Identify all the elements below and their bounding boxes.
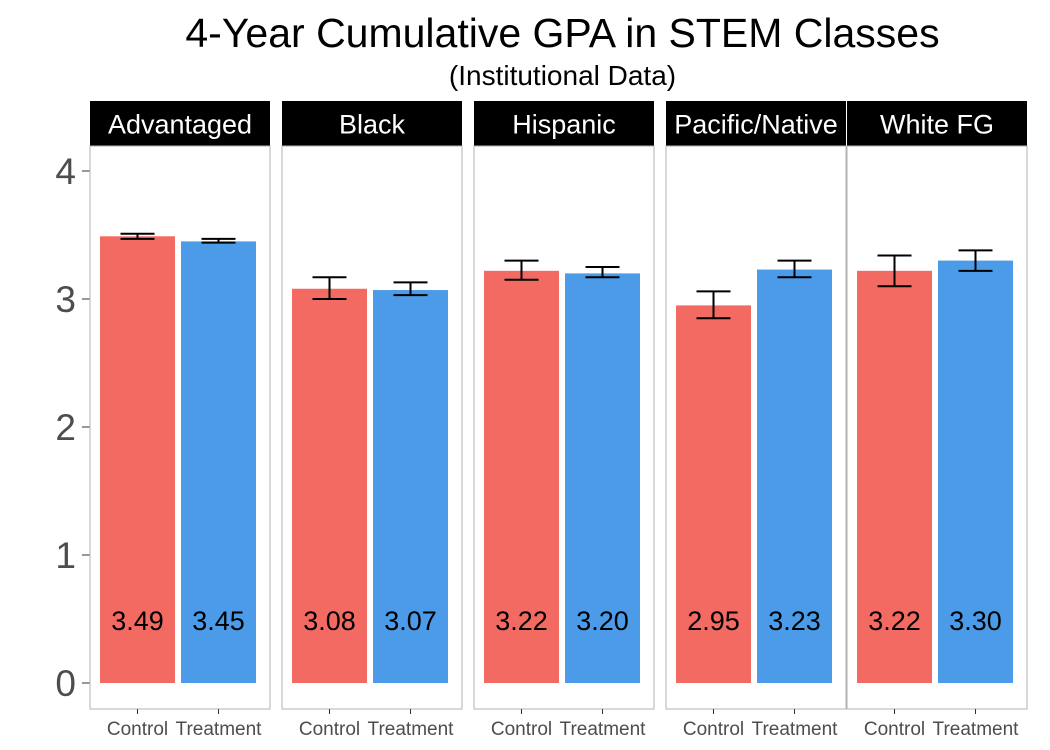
facet-label-black: Black	[339, 110, 406, 140]
chart-title: 4-Year Cumulative GPA in STEM Classes	[185, 10, 940, 56]
facet-strip-black	[282, 101, 462, 146]
y-tick-label: 2	[55, 407, 76, 448]
category-label-advantaged-control: Control	[107, 719, 168, 740]
y-tick-label: 4	[55, 151, 76, 192]
facet-panel-advantaged	[89, 145, 271, 710]
value-label-black-control: 3.08	[303, 606, 356, 636]
value-label-advantaged-control: 3.49	[111, 606, 164, 636]
facet-label-hispanic: Hispanic	[512, 110, 616, 140]
facet-label-pacific-native: Pacific/Native	[674, 110, 838, 140]
bar-pacific-native-control	[676, 305, 751, 683]
category-label-black-treatment: Treatment	[368, 719, 455, 740]
facet-panel-hispanic	[473, 145, 655, 710]
bar-black-control	[292, 288, 367, 683]
bar-advantaged-treatment	[181, 241, 256, 683]
value-label-pacific-native-control: 2.95	[687, 606, 740, 636]
category-label-hispanic-control: Control	[491, 719, 552, 740]
category-label-advantaged-treatment: Treatment	[176, 719, 263, 740]
category-label-pacific-native-treatment: Treatment	[752, 719, 839, 740]
bar-advantaged-control	[100, 236, 175, 683]
value-label-white-fg-control: 3.22	[868, 606, 921, 636]
bar-hispanic-control	[484, 270, 559, 683]
value-label-advantaged-treatment: 3.45	[192, 606, 245, 636]
value-label-hispanic-treatment: 3.20	[576, 606, 629, 636]
category-label-white-fg-control: Control	[864, 719, 925, 740]
category-label-pacific-native-control: Control	[683, 719, 744, 740]
facet-strip-hispanic	[474, 101, 654, 146]
facet-panel-white-fg	[846, 145, 1028, 710]
bar-black-treatment	[373, 290, 448, 683]
value-label-hispanic-control: 3.22	[495, 606, 548, 636]
value-label-black-treatment: 3.07	[384, 606, 437, 636]
y-tick-label: 1	[55, 535, 76, 576]
bar-hispanic-treatment	[565, 273, 640, 683]
chart-subtitle: (Institutional Data)	[448, 60, 677, 91]
category-label-white-fg-treatment: Treatment	[933, 719, 1020, 740]
bar-pacific-native-treatment	[757, 269, 832, 683]
category-label-black-control: Control	[299, 719, 360, 740]
y-tick-label: 3	[55, 279, 76, 320]
bar-white-fg-control	[857, 270, 932, 683]
bar-white-fg-treatment	[938, 260, 1013, 683]
facet-panel-black	[281, 145, 463, 710]
facet-label-white-fg: White FG	[880, 110, 994, 140]
value-label-white-fg-treatment: 3.30	[949, 606, 1002, 636]
facet-strip-pacific-native	[666, 101, 846, 146]
facet-strip-white-fg	[847, 101, 1027, 146]
facet-panel-pacific-native	[665, 145, 847, 710]
y-tick-label: 0	[55, 663, 76, 704]
category-label-hispanic-treatment: Treatment	[560, 719, 647, 740]
facet-strip-advantaged	[90, 101, 270, 146]
value-label-pacific-native-treatment: 3.23	[768, 606, 821, 636]
facet-label-advantaged: Advantaged	[108, 110, 252, 140]
